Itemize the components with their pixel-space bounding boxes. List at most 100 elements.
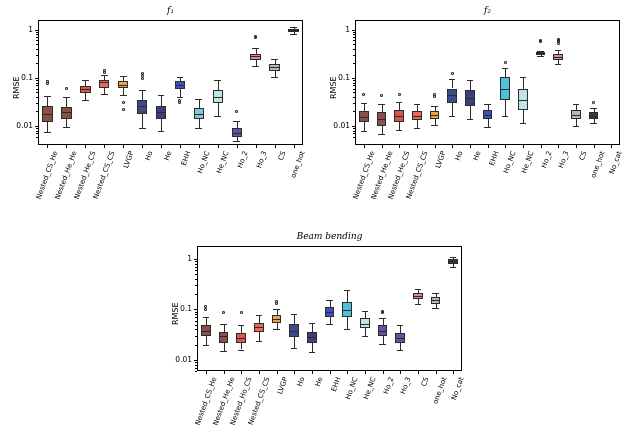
median-line <box>212 97 224 98</box>
x-tick-mark <box>470 145 471 148</box>
y-tick-label: 1 <box>28 24 33 34</box>
box <box>588 112 599 119</box>
median-line <box>117 85 129 86</box>
median-line <box>80 89 91 90</box>
whisker-upper <box>218 80 219 90</box>
median-line <box>42 114 53 115</box>
y-minor-tick <box>36 55 38 56</box>
whisker-cap-upper <box>119 76 127 77</box>
whisker-lower <box>330 316 331 324</box>
whisker-upper <box>237 121 238 129</box>
y-minor-tick <box>195 314 197 315</box>
panel-title: f₁ <box>167 6 174 16</box>
outlier-point <box>204 304 208 308</box>
y-minor-tick <box>353 133 355 134</box>
y-minor-tick <box>36 89 38 90</box>
x-tick-mark <box>417 145 418 148</box>
whisker-upper <box>417 104 418 112</box>
y-minor-tick <box>195 321 197 322</box>
whisker-upper <box>104 75 105 81</box>
whisker-cap-upper <box>448 79 456 80</box>
panel-title: f₂ <box>484 6 491 16</box>
whisker-lower <box>523 110 524 123</box>
median-line <box>358 117 369 118</box>
median-line <box>394 116 404 117</box>
whisker-upper <box>142 89 143 101</box>
y-minor-tick <box>195 345 197 346</box>
outlier-point <box>235 109 239 113</box>
outlier-point <box>140 74 144 78</box>
whisker-lower <box>241 342 242 350</box>
whisker-cap-upper <box>431 106 438 107</box>
whisker-upper <box>161 94 162 106</box>
median-line <box>231 133 242 134</box>
whisker-upper <box>259 315 260 323</box>
x-tick-mark <box>259 371 260 374</box>
whisker-lower <box>418 299 419 304</box>
whisker-lower <box>399 122 400 131</box>
x-tick-mark <box>594 145 595 148</box>
whisker-upper <box>206 316 207 325</box>
whisker-upper <box>383 318 384 326</box>
outlier-point <box>450 71 454 75</box>
whisker-cap-upper <box>396 325 404 326</box>
box <box>212 89 224 103</box>
median-line <box>448 261 458 262</box>
whisker-cap-lower <box>233 141 241 142</box>
x-tick-mark <box>66 145 67 148</box>
whisker-cap-lower <box>308 352 316 353</box>
y-minor-tick <box>195 312 197 313</box>
y-minor-tick <box>195 336 197 337</box>
y-minor-tick <box>36 37 38 38</box>
whisker-cap-lower <box>202 345 210 346</box>
y-minor-tick <box>36 49 38 50</box>
y-minor-tick <box>36 111 38 112</box>
whisker-cap-upper <box>414 289 422 290</box>
whisker-upper <box>576 104 577 111</box>
whisker-cap-lower <box>519 123 527 124</box>
whisker-cap-lower <box>501 116 509 117</box>
whisker-cap-upper <box>255 315 263 316</box>
whisker-cap-lower <box>396 350 404 351</box>
whisker-lower <box>275 70 276 77</box>
median-line <box>377 331 388 332</box>
whisker-upper <box>523 76 524 90</box>
outlier-point <box>239 311 243 315</box>
whisker-cap-lower <box>431 125 438 126</box>
whisker-cap-lower <box>395 130 403 131</box>
median-line <box>482 115 493 116</box>
whisker-lower <box>224 342 225 351</box>
y-minor-tick <box>353 131 355 132</box>
box <box>231 128 242 137</box>
whisker-cap-upper <box>290 27 297 28</box>
y-minor-tick <box>195 365 197 366</box>
box <box>359 318 370 329</box>
outlier-point <box>140 77 144 81</box>
whisker-lower <box>505 100 506 117</box>
median-line <box>553 57 563 58</box>
whisker-lower <box>104 87 105 95</box>
box <box>218 331 229 343</box>
median-line <box>271 319 282 320</box>
y-minor-tick <box>36 97 38 98</box>
median-line <box>570 115 581 116</box>
outlier-point <box>121 107 125 111</box>
plot-area <box>197 246 462 371</box>
whisker-upper <box>418 288 419 294</box>
whisker-cap-lower <box>537 56 544 57</box>
whisker-lower <box>383 335 384 344</box>
whisker-upper <box>558 49 559 55</box>
whisker-cap-upper <box>572 104 580 105</box>
median-line <box>269 67 280 68</box>
y-minor-tick <box>36 83 38 84</box>
x-tick-mark <box>436 371 437 374</box>
median-line <box>430 300 441 301</box>
x-tick-mark <box>85 145 86 148</box>
whisker-lower <box>576 118 577 126</box>
whisker-upper <box>256 47 257 54</box>
whisker-lower <box>294 337 295 349</box>
y-minor-tick <box>36 80 38 81</box>
median-line <box>517 100 528 101</box>
whisker-cap-upper <box>176 77 184 78</box>
median-line <box>200 331 211 332</box>
